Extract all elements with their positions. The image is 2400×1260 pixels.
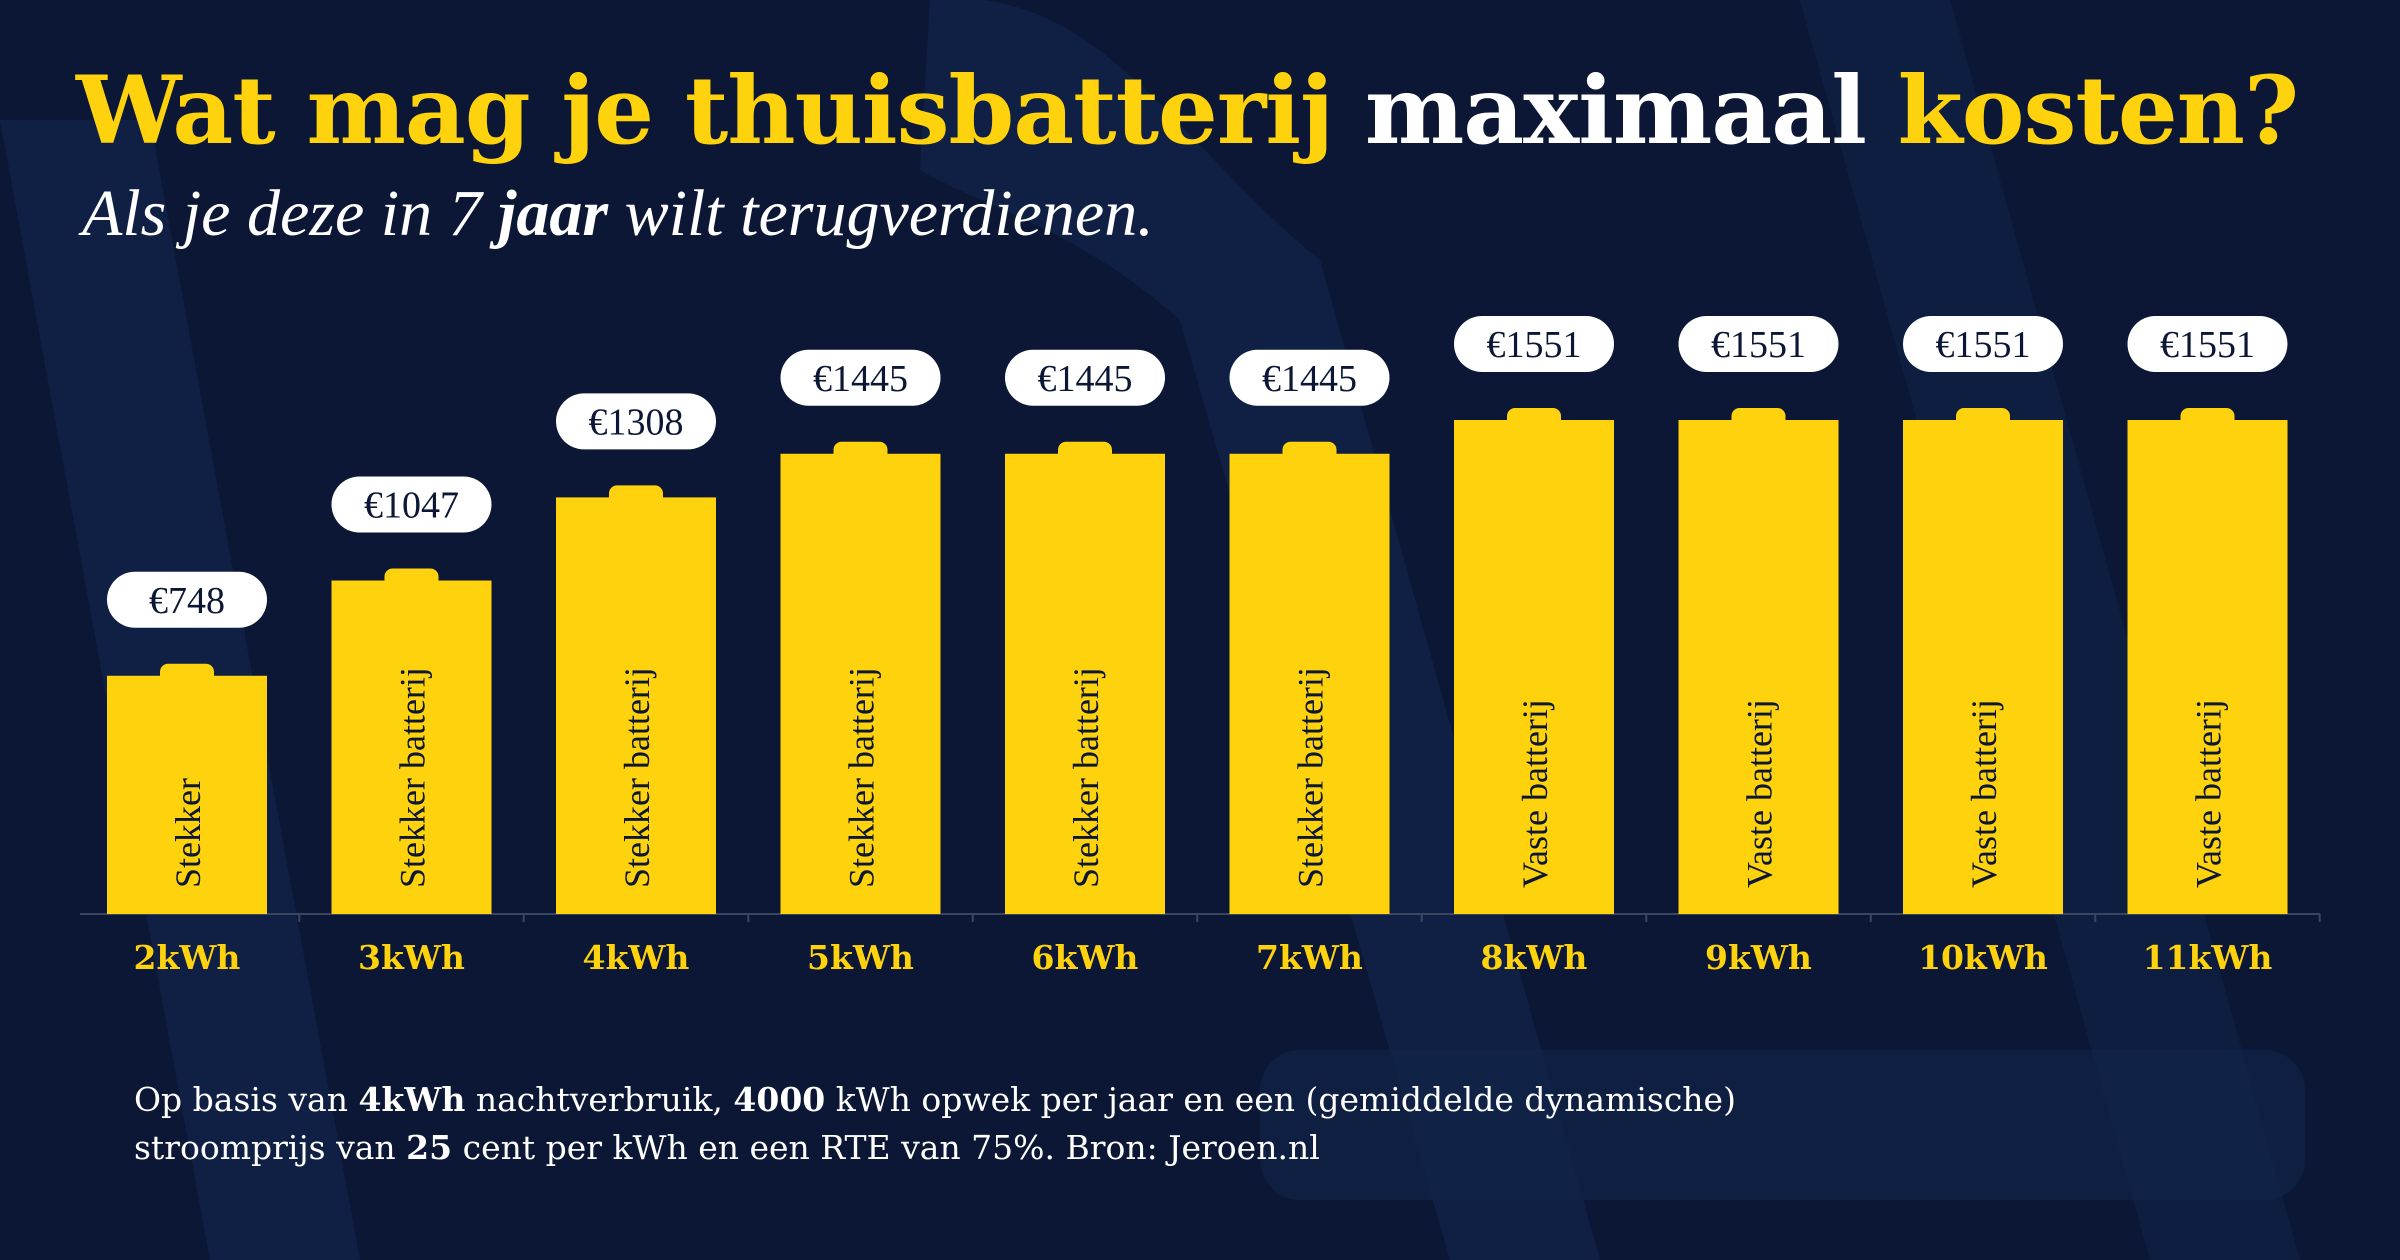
bar-terminal [2180, 408, 2235, 428]
subtitle-before: Als je deze in 7 [82, 177, 482, 250]
subtitle-bold: jaar [498, 177, 609, 250]
price-label-box [1678, 316, 1839, 372]
bar [2127, 420, 2288, 914]
x-tick-label: 8kWh [1481, 938, 1588, 977]
bar-type-label: Stekker batterij [617, 667, 657, 888]
bar-terminal [384, 568, 439, 589]
footnote-segment: Op basis van [134, 1080, 359, 1119]
bar [1454, 420, 1614, 914]
title-part-1: Wat mag je thuisbatterij [76, 56, 1334, 166]
bar-type-label: Stekker batterij [842, 667, 882, 888]
decor-stroke-center [920, 0, 1600, 1260]
bar-terminal [1058, 441, 1112, 462]
price-label-box [107, 571, 267, 628]
bar-terminal [1507, 408, 1561, 428]
bar [107, 675, 267, 914]
bar-terminal [1282, 441, 1337, 462]
bar-terminal [1731, 408, 1786, 428]
footnote-segment: kWh opwek per jaar en een (gemiddelde dy… [825, 1080, 1736, 1119]
bar [1005, 453, 1165, 914]
price-label: €1445 [1038, 358, 1133, 400]
footnote-segment: stroomprijs van [134, 1128, 407, 1167]
price-label-box [556, 393, 716, 450]
footnote-segment: 4000 [733, 1080, 826, 1119]
price-label: €1308 [589, 401, 684, 443]
bar-type-label: Stekker [168, 778, 208, 888]
price-label-box [331, 476, 492, 533]
x-tick-label: 5kWh [807, 938, 914, 977]
bar-terminal [160, 663, 214, 684]
bar-terminal [1956, 408, 2010, 428]
price-label-box [1005, 349, 1165, 406]
price-label: €748 [149, 580, 225, 622]
bar [1229, 453, 1390, 914]
title-part-2: maximaal [1364, 56, 1867, 166]
bar [556, 497, 716, 914]
bar-type-label: Vaste batterij [1515, 699, 1555, 888]
bar [780, 453, 941, 914]
bar-terminal [609, 485, 663, 506]
price-label: €1551 [1711, 324, 1806, 366]
price-label: €1047 [364, 485, 459, 527]
footnote-segment: cent per kWh en een RTE van 75%. Bron: J… [452, 1128, 1320, 1167]
bar-type-label: Vaste batterij [2189, 699, 2229, 888]
price-label-box [1229, 349, 1390, 406]
chart-title: Wat mag je thuisbatterij maximaal kosten… [76, 52, 2299, 170]
price-label: €1551 [2160, 324, 2255, 366]
x-tick-label: 6kWh [1032, 938, 1139, 977]
bar [331, 580, 492, 914]
bar [1903, 420, 2063, 914]
x-tick-label: 11kWh [2143, 938, 2273, 977]
footnote-segment: 4kWh [358, 1080, 466, 1119]
price-label: €1445 [1262, 358, 1357, 400]
bar-terminal [833, 441, 888, 462]
footnote: Op basis van 4kWh nachtverbruik, 4000 kW… [134, 1076, 2034, 1172]
price-label: €1551 [1487, 324, 1582, 366]
x-tick-label: 2kWh [134, 938, 241, 977]
x-tick-label: 3kWh [358, 938, 465, 977]
price-label-box [1903, 316, 2063, 372]
chart-subtitle: Als je deze in 7 jaar wilt terugverdiene… [82, 172, 1154, 256]
bar-type-label: Stekker batterij [1066, 667, 1106, 888]
bar [1678, 420, 1839, 914]
price-label: €1551 [1936, 324, 2031, 366]
bar-type-label: Stekker batterij [1291, 667, 1331, 888]
x-tick-label: 4kWh [583, 938, 690, 977]
price-label-box [1454, 316, 1614, 372]
subtitle-after: wilt terugverdienen. [624, 177, 1154, 250]
bar-type-label: Vaste batterij [1740, 699, 1780, 888]
bar-type-label: Vaste batterij [1964, 699, 2004, 888]
price-label: €1445 [813, 358, 908, 400]
decor-footnote-panel [1260, 1050, 2305, 1200]
price-label-box [2127, 316, 2288, 372]
x-tick-label: 9kWh [1705, 938, 1812, 977]
price-label-box [780, 349, 941, 406]
footnote-segment: nachtverbruik, [465, 1080, 734, 1119]
x-tick-label: 10kWh [1918, 938, 2048, 977]
bar-type-label: Stekker batterij [393, 667, 433, 888]
footnote-segment: 25 [406, 1128, 453, 1167]
x-tick-label: 7kWh [1256, 938, 1363, 977]
title-part-3: kosten? [1897, 56, 2299, 166]
